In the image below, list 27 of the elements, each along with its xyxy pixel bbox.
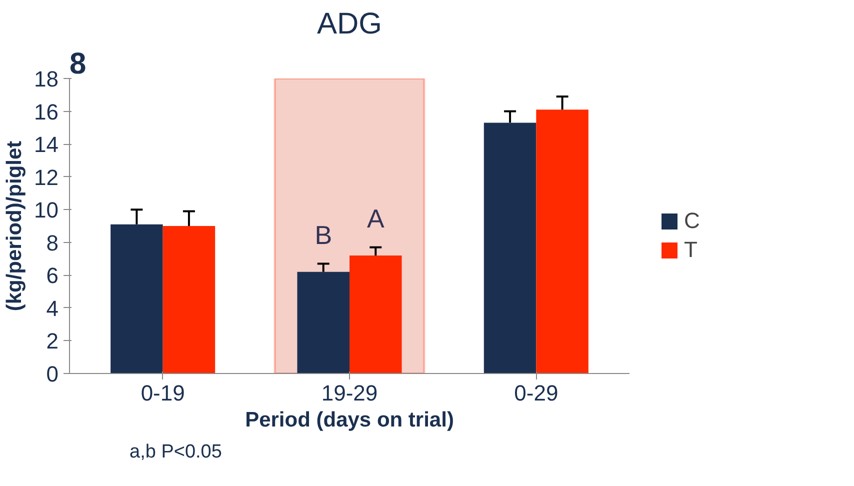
y-tick-label: 18 [34, 66, 59, 92]
y-tick-label: 2 [46, 328, 59, 354]
y-tick-label: 6 [46, 263, 59, 288]
y-tick-label: 12 [34, 164, 59, 190]
y-tick-label: 16 [34, 99, 59, 124]
x-axis-title: Period (days on trial) [245, 408, 454, 432]
annotation: B [314, 220, 332, 250]
text: a,b P<0.05 [130, 442, 222, 462]
x-tick-label: 0-29 [514, 380, 558, 406]
y-tick-label: 10 [34, 198, 59, 223]
chart-title: ADG [316, 8, 382, 40]
y-axis-title: (kg/period)/piglet [3, 140, 26, 312]
y-tick-label: 0 [46, 362, 59, 386]
bar [536, 110, 588, 374]
bar [162, 226, 216, 374]
y-tick-label: 14 [34, 132, 59, 158]
x-tick-label: 0-19 [140, 380, 185, 406]
annotation: 8 [70, 48, 86, 80]
y-tick-label: 8 [46, 230, 59, 256]
legend-label: C [684, 208, 701, 234]
annotation: A [366, 204, 385, 234]
y-tick-label: 4 [46, 296, 59, 321]
bar [110, 224, 163, 374]
x-tick-label: 19-29 [321, 380, 378, 406]
legend-label: T [684, 237, 698, 263]
bar [297, 272, 350, 374]
bar [484, 122, 536, 374]
